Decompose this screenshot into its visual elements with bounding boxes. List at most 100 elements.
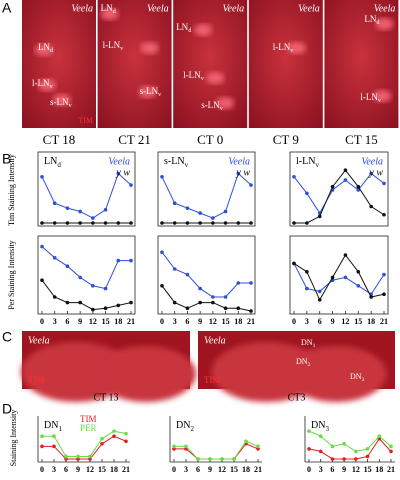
strain-label: Veela [71, 3, 93, 14]
series-line [308, 430, 392, 452]
cell-label: l-LNv [360, 92, 382, 104]
data-point [305, 270, 309, 274]
micrograph [22, 0, 96, 128]
data-point [292, 261, 296, 266]
cell-label-main: DN [350, 372, 362, 381]
x-tick-label: 3 [53, 317, 57, 326]
cell-cluster [38, 79, 56, 91]
cell-label-main: l-LN [183, 70, 201, 80]
x-tick-label: 9 [76, 465, 80, 474]
data-point [244, 439, 248, 444]
data-point [343, 168, 348, 172]
data-point [377, 434, 382, 439]
cell-label-sub: d [113, 8, 117, 15]
cell-label-main: LN [364, 14, 376, 24]
data-point [160, 175, 164, 179]
data-point [249, 309, 253, 313]
data-point [76, 457, 80, 461]
cell-label: l-LNv [32, 78, 54, 90]
data-point [129, 183, 133, 187]
strain-label: Veela [147, 3, 169, 14]
x-tick-label: 18 [242, 465, 250, 474]
data-point [369, 171, 373, 176]
cell-label: DN3 [350, 372, 365, 383]
cell-label: DN2 [296, 357, 311, 368]
x-tick-label: 9 [331, 317, 335, 326]
y-axis-label: Per Staining Intensity [7, 240, 16, 309]
stain-label: TIM [78, 116, 93, 125]
stain-label: TIM [204, 375, 221, 385]
strain-label: Veela [204, 335, 226, 346]
data-point [305, 221, 309, 225]
data-point [172, 221, 177, 225]
data-point [172, 267, 177, 271]
data-point [65, 264, 70, 269]
data-point [129, 300, 133, 305]
cell-label-sub: v [378, 97, 382, 104]
x-tick-label: 12 [86, 465, 94, 474]
data-point [365, 454, 370, 459]
cell-label: LNd [176, 22, 192, 34]
x-tick-label: 15 [364, 465, 372, 474]
x-tick-label: 15 [98, 465, 106, 474]
data-point [317, 298, 322, 302]
data-point [365, 447, 370, 451]
plot-frame [37, 151, 136, 227]
cell-label: s-LNv [201, 100, 224, 112]
cell-label: DN1 [301, 338, 316, 349]
data-point [52, 444, 56, 449]
series-line [42, 435, 127, 460]
legend-entry: Veela [108, 156, 130, 167]
data-point [330, 184, 335, 189]
data-point [318, 449, 323, 454]
data-point [256, 444, 260, 449]
x-tick-label: 15 [102, 317, 110, 326]
data-point [103, 306, 108, 311]
data-point [317, 289, 322, 294]
stain-label: TIM [28, 375, 45, 385]
x-tick-label: 9 [198, 317, 202, 326]
data-point [78, 275, 82, 280]
data-point [223, 306, 228, 311]
x-tick-label: 3 [305, 317, 309, 326]
cell-label-sub: v [69, 102, 73, 109]
data-point [40, 434, 44, 439]
data-point [160, 284, 164, 288]
series-line [174, 440, 259, 460]
cell-cluster [287, 42, 306, 54]
strain-label: Veela [223, 3, 245, 14]
data-point [232, 457, 236, 461]
data-point [129, 258, 133, 263]
cell-cluster [206, 72, 225, 84]
legend-entry: Veela [228, 156, 250, 167]
data-point [103, 208, 108, 212]
data-point [389, 444, 393, 449]
x-tick-label: 18 [375, 465, 383, 474]
chart-title-main: DN [44, 420, 58, 431]
series-line [41, 172, 132, 219]
plot-frame [157, 235, 256, 315]
chart-title-sub: 3 [325, 425, 329, 433]
x-tick-label: 9 [208, 465, 212, 474]
data-point [78, 209, 82, 214]
panel-label: C [2, 329, 12, 345]
data-point [198, 211, 202, 215]
x-tick-label: 6 [196, 465, 200, 474]
plot-frame [289, 235, 389, 315]
data-point [317, 214, 322, 219]
legend-entry: TIM [80, 414, 97, 424]
x-tick-label: 18 [367, 317, 375, 326]
data-point [100, 442, 104, 446]
x-tick-label: 0 [40, 317, 44, 326]
cell-label-sub: d [50, 47, 54, 54]
data-point [184, 444, 188, 449]
legend-entry: y w [235, 167, 250, 178]
y-axis-label: Staining Intensity [9, 410, 18, 467]
time-caption: CT3 [288, 392, 306, 403]
data-point [78, 221, 82, 225]
x-tick-label: 0 [292, 317, 296, 326]
series-line [41, 279, 132, 311]
data-point [52, 201, 57, 205]
x-tick-label: 12 [341, 317, 349, 326]
time-caption: CT 0 [197, 132, 223, 147]
